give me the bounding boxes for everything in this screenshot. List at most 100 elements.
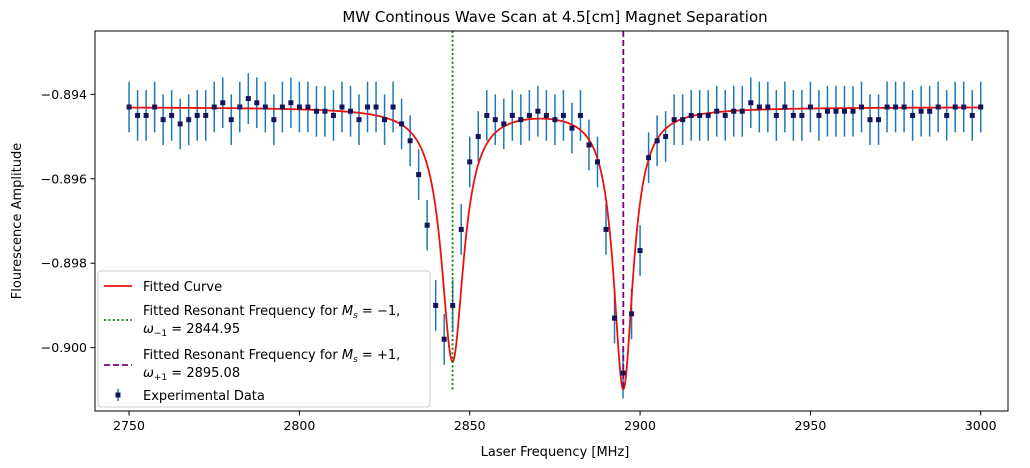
data-point bbox=[152, 104, 158, 110]
legend-box bbox=[97, 270, 431, 408]
data-point bbox=[697, 112, 703, 118]
data-point bbox=[765, 104, 771, 110]
data-point bbox=[322, 108, 328, 114]
data-point bbox=[518, 117, 524, 123]
data-point bbox=[637, 248, 643, 254]
data-point bbox=[654, 138, 660, 144]
x-tick-label: 2850 bbox=[454, 418, 486, 433]
y-tick-label: −0.898 bbox=[41, 256, 87, 271]
data-point bbox=[901, 104, 907, 110]
data-point bbox=[935, 104, 941, 110]
data-point bbox=[850, 108, 856, 114]
legend-plus-label: Fitted Resonant Frequency for Ms = +1, bbox=[143, 348, 400, 365]
data-point bbox=[756, 104, 762, 110]
chart-title: MW Continous Wave Scan at 4.5[cm] Magnet… bbox=[342, 8, 767, 26]
data-point bbox=[543, 112, 549, 118]
data-point bbox=[629, 311, 635, 317]
data-point bbox=[143, 112, 149, 118]
data-point bbox=[399, 121, 405, 127]
x-tick-label: 2900 bbox=[624, 418, 656, 433]
data-point bbox=[603, 226, 609, 232]
data-point bbox=[782, 104, 788, 110]
data-point bbox=[612, 315, 618, 321]
data-point bbox=[245, 96, 251, 102]
data-point bbox=[194, 112, 200, 118]
data-point bbox=[211, 104, 217, 110]
data-point bbox=[560, 112, 566, 118]
data-point bbox=[739, 108, 745, 114]
data-point bbox=[356, 117, 362, 123]
data-point bbox=[339, 104, 345, 110]
data-point bbox=[807, 104, 813, 110]
data-point bbox=[577, 112, 583, 118]
data-point bbox=[313, 108, 319, 114]
data-point bbox=[509, 112, 515, 118]
data-point bbox=[169, 112, 175, 118]
y-tick-label: −0.896 bbox=[41, 171, 87, 186]
data-point bbox=[680, 117, 686, 123]
data-point bbox=[927, 108, 933, 114]
plot-frame bbox=[94, 30, 1009, 412]
legend-fit-label: Fitted Curve bbox=[143, 280, 222, 295]
data-point bbox=[731, 108, 737, 114]
data-point bbox=[330, 112, 336, 118]
legend: Fitted Curve Fitted Resonant Frequency f… bbox=[97, 270, 431, 408]
data-point bbox=[441, 336, 447, 342]
data-point bbox=[799, 112, 805, 118]
data-point bbox=[348, 108, 354, 114]
data-point bbox=[944, 112, 950, 118]
data-point bbox=[450, 302, 456, 308]
data-point bbox=[961, 104, 967, 110]
data-point bbox=[867, 117, 873, 123]
data-point bbox=[569, 125, 575, 131]
data-point bbox=[824, 108, 830, 114]
data-point bbox=[458, 226, 464, 232]
data-point bbox=[254, 100, 260, 106]
data-point bbox=[135, 112, 141, 118]
data-point bbox=[978, 104, 984, 110]
data-point bbox=[279, 104, 285, 110]
data-point bbox=[424, 222, 430, 228]
data-point bbox=[305, 104, 311, 110]
data-point bbox=[688, 112, 694, 118]
data-point bbox=[969, 112, 975, 118]
y-tick-label: −0.900 bbox=[41, 340, 87, 355]
data-point bbox=[552, 117, 558, 123]
data-point bbox=[296, 104, 302, 110]
legend-data-label: Experimental Data bbox=[143, 389, 265, 404]
data-point bbox=[220, 100, 226, 106]
data-point bbox=[416, 172, 422, 178]
data-point bbox=[952, 104, 958, 110]
data-point bbox=[859, 104, 865, 110]
data-point bbox=[918, 108, 924, 114]
data-point bbox=[893, 104, 899, 110]
data-point bbox=[841, 108, 847, 114]
y-axis: −0.894 −0.896 −0.898 −0.900 bbox=[41, 87, 95, 355]
data-point bbox=[671, 117, 677, 123]
data-point bbox=[884, 104, 890, 110]
data-point bbox=[586, 142, 592, 148]
legend-data-marker bbox=[115, 392, 121, 398]
legend-minus-value: ω−1 = 2844.95 bbox=[143, 322, 240, 339]
data-point bbox=[382, 117, 388, 123]
data-point bbox=[594, 159, 600, 165]
data-point bbox=[790, 112, 796, 118]
x-tick-label: 2950 bbox=[795, 418, 827, 433]
data-point bbox=[501, 121, 507, 127]
data-point bbox=[876, 117, 882, 123]
data-point bbox=[467, 159, 473, 165]
data-point bbox=[492, 117, 498, 123]
data-point bbox=[773, 112, 779, 118]
data-point bbox=[288, 100, 294, 106]
data-point bbox=[390, 104, 396, 110]
data-point bbox=[484, 112, 490, 118]
x-axis: 2750 2800 2850 2900 2950 3000 bbox=[113, 411, 997, 433]
y-tick-label: −0.894 bbox=[41, 87, 87, 102]
data-point bbox=[433, 302, 439, 308]
legend-plus-value: ω+1 = 2895.08 bbox=[143, 366, 240, 383]
plot-area bbox=[126, 31, 984, 399]
x-axis-label: Laser Frequency [MHz] bbox=[481, 445, 630, 460]
data-point bbox=[203, 112, 209, 118]
data-point bbox=[407, 138, 413, 144]
data-point bbox=[373, 104, 379, 110]
